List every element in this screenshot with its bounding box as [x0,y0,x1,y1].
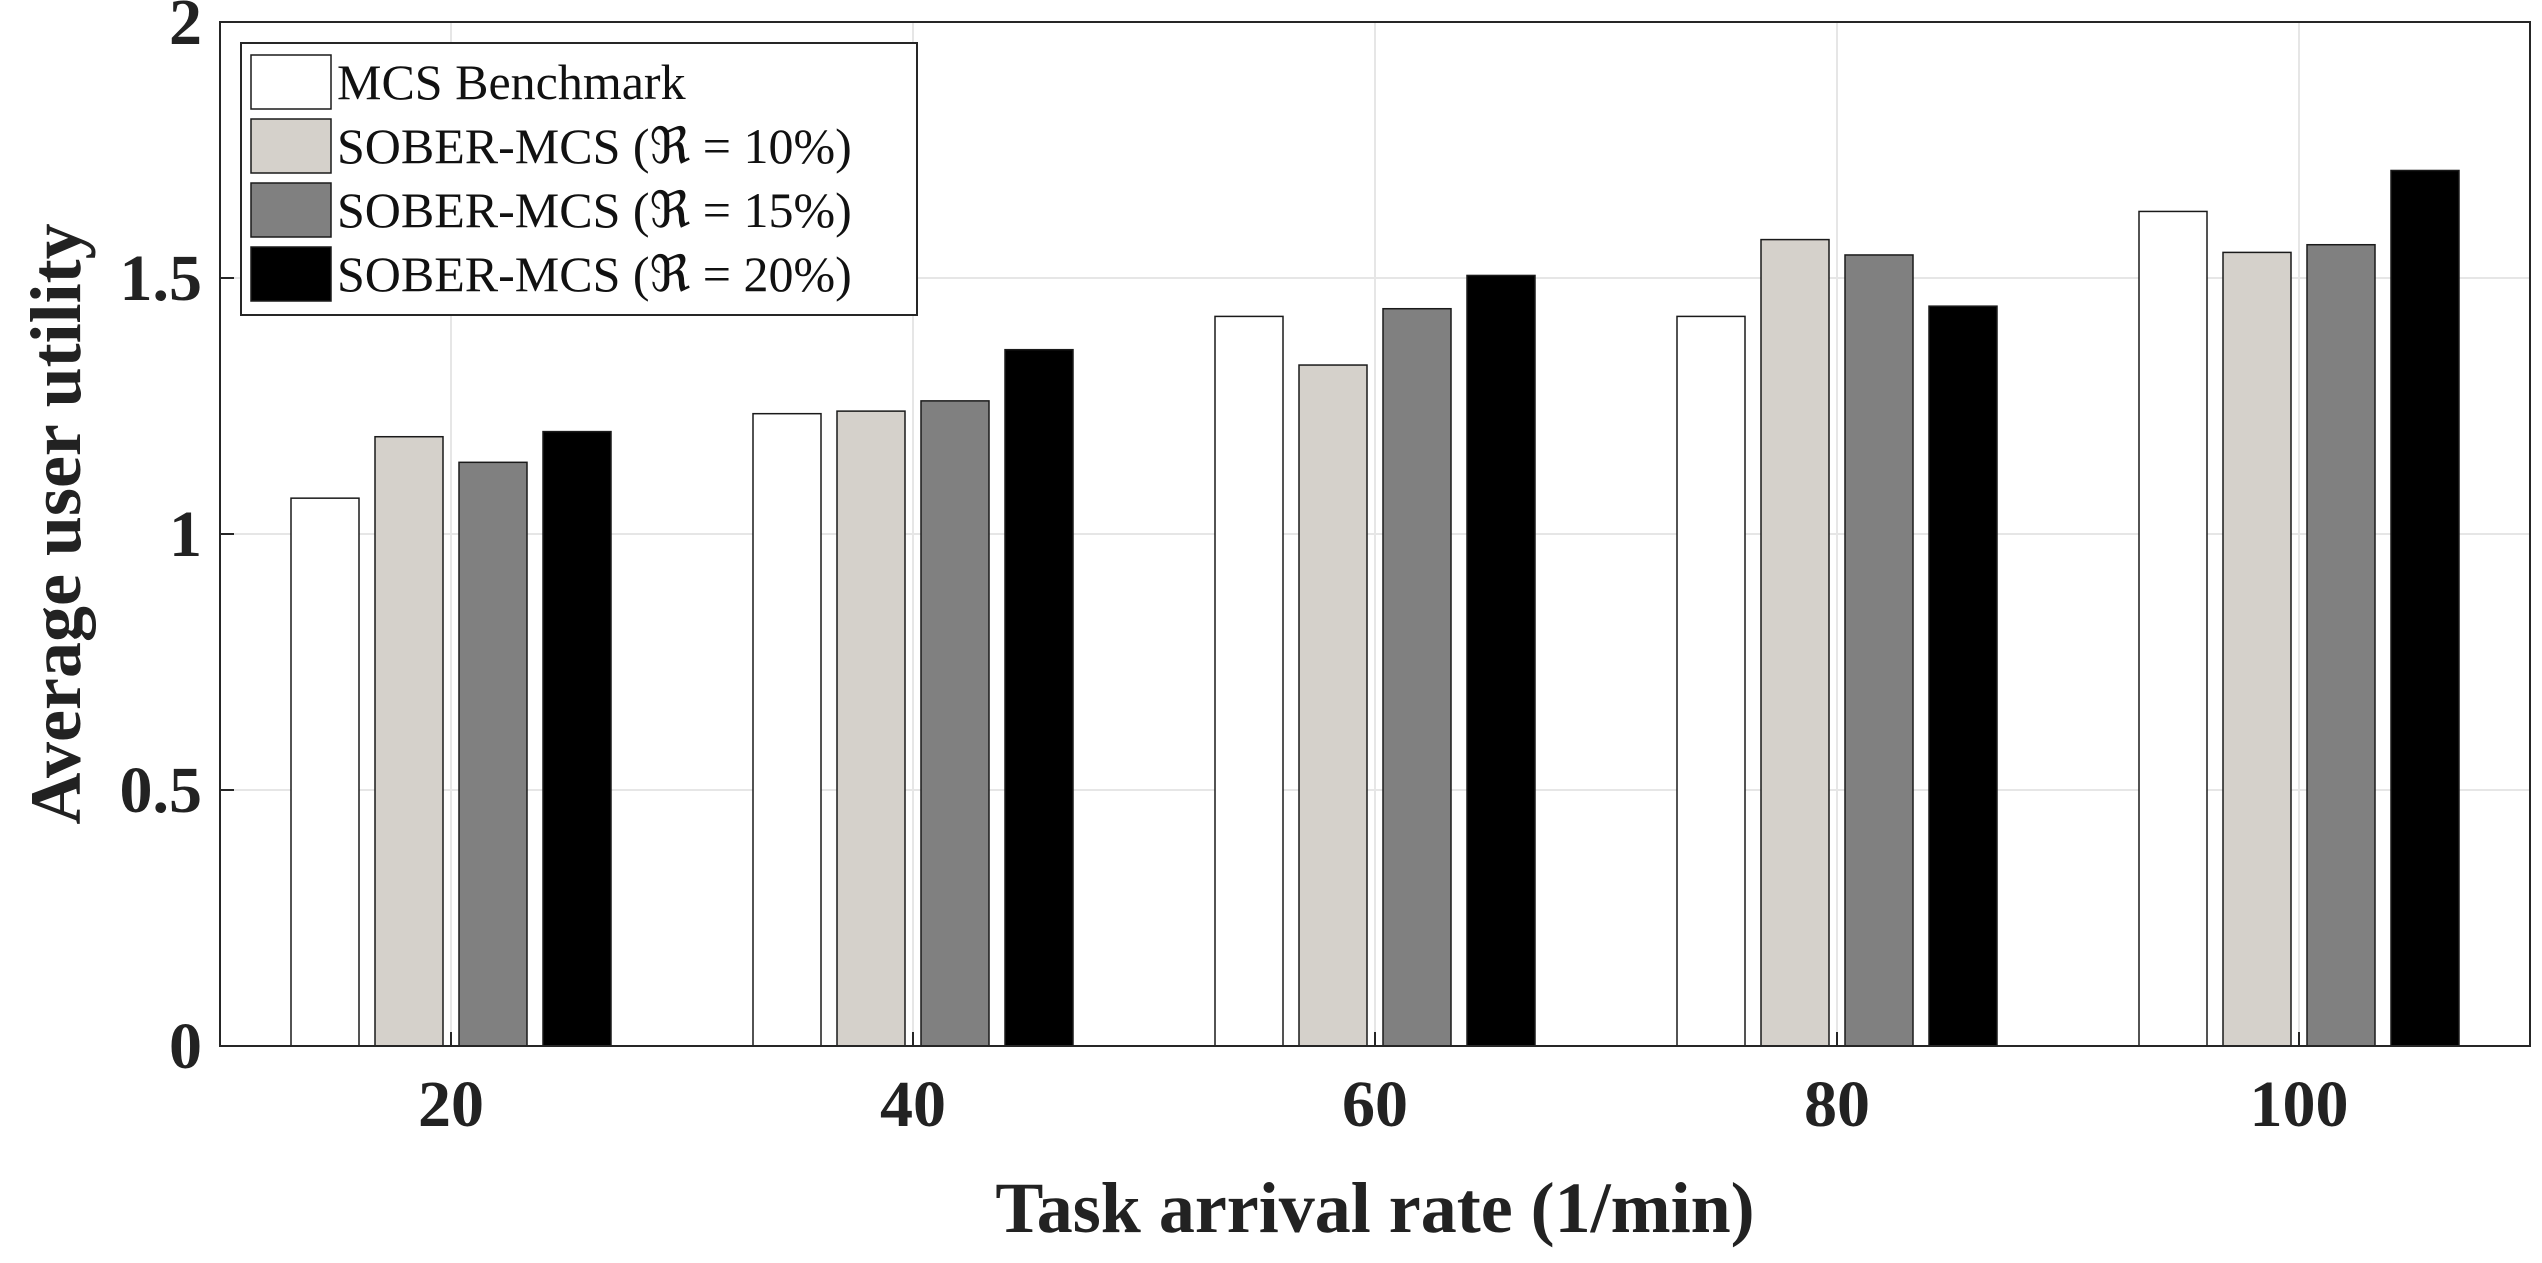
bar-sober-mcs-15--20 [458,461,528,1047]
axis-ticks: 0 0.5 1 1.5 2 20 40 60 80 100 [120,0,2349,1141]
bar-mcs-benchmark-100 [2138,210,2208,1047]
legend: MCS Benchmark SOBER-MCS (ℜ = 10%) SOBER-MC… [240,42,918,316]
legend-label: SOBER-MCS (ℜ = 20%) [337,246,852,302]
x-tick-label: 80 [1804,1068,1870,1141]
y-tick-label: 1 [169,498,202,571]
x-tick-label: 60 [1342,1068,1408,1141]
legend-swatch [250,246,332,302]
bar-sober-mcs-20--40 [1004,348,1074,1047]
legend-label: MCS Benchmark [337,54,686,110]
bar-sober-mcs-15--80 [1844,254,1914,1047]
bar-sober-mcs-20--100 [2390,169,2460,1047]
bar-sober-mcs-10--100 [2222,251,2292,1047]
legend-swatch [250,182,332,238]
bar-sober-mcs-10--20 [374,435,444,1047]
y-tick-label: 1.5 [120,242,203,315]
legend-swatch [250,118,332,174]
x-axis-label: Task arrival rate (1/min) [995,1168,1754,1248]
legend-box [240,42,918,316]
x-tick-label: 20 [418,1068,484,1141]
bar-sober-mcs-15--40 [920,400,990,1047]
bar-sober-mcs-20--80 [1928,305,1998,1047]
bar-sober-mcs-10--40 [836,410,906,1047]
bar-mcs-benchmark-20 [290,497,360,1047]
legend-label: SOBER-MCS (ℜ = 10%) [337,118,852,174]
bar-sober-mcs-10--60 [1298,364,1368,1047]
y-tick-label: 0 [169,1010,202,1083]
x-tick-label: 40 [880,1068,946,1141]
y-axis-label: Average user utility [16,223,96,824]
bar-mcs-benchmark-60 [1214,315,1284,1047]
bar-sober-mcs-15--60 [1382,307,1452,1047]
bar-mcs-benchmark-40 [752,412,822,1047]
bars [290,169,2460,1047]
bar-sober-mcs-15--100 [2306,243,2376,1047]
x-tick-label: 100 [2250,1068,2349,1141]
bar-mcs-benchmark-80 [1676,315,1746,1047]
bar-sober-mcs-20--60 [1466,274,1536,1047]
bar-sober-mcs-20--20 [542,430,612,1047]
legend-label: SOBER-MCS (ℜ = 15%) [337,182,852,238]
y-tick-label: 2 [169,0,202,59]
legend-swatch [250,54,332,110]
bar-sober-mcs-10--80 [1760,238,1830,1047]
y-tick-label: 0.5 [120,754,203,827]
